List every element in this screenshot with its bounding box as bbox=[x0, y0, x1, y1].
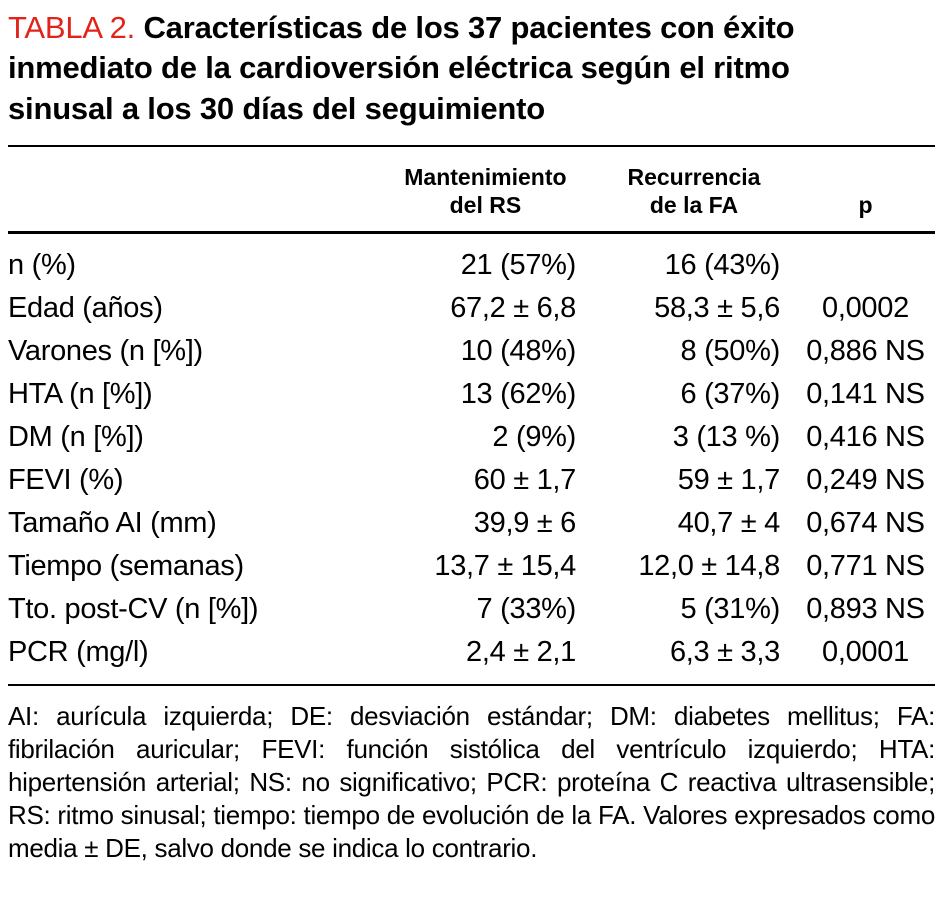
row-label: Tamaño AI (mm) bbox=[8, 506, 217, 539]
title-divider bbox=[8, 144, 935, 147]
cell-p: 0,771 NS bbox=[806, 549, 925, 582]
cell-p: 0,0001 bbox=[795, 630, 935, 686]
cell-p: 0,141 NS bbox=[806, 377, 925, 410]
cell-maintenance: 60 ± 1,7 bbox=[473, 463, 577, 496]
patients-table: Mantenimiento del RS Recurrencia de la F… bbox=[8, 146, 935, 686]
row-label: HTA (n [%]) bbox=[8, 377, 153, 410]
table-row: FEVI (%) 60 ± 1,7 59 ± 1,7 0,249 NS bbox=[8, 459, 935, 502]
table-header-row: Mantenimiento del RS Recurrencia de la F… bbox=[8, 146, 935, 234]
cell-recurrence: 58,3 ± 5,6 bbox=[654, 291, 780, 324]
cell-p bbox=[796, 232, 935, 287]
table-number-label: TABLA 2. bbox=[8, 10, 136, 45]
cell-p: 0,893 NS bbox=[806, 592, 925, 625]
cell-maintenance: 7 (33%) bbox=[476, 592, 577, 625]
table-row: Edad (años) 67,2 ± 6,8 58,3 ± 5,6 0,0002 bbox=[8, 287, 935, 330]
cell-maintenance: 2 (9%) bbox=[492, 420, 576, 453]
table-row: Tiempo (semanas) 13,7 ± 15,4 12,0 ± 14,8… bbox=[8, 545, 935, 588]
cell-maintenance: 13,7 ± 15,4 bbox=[434, 549, 576, 582]
row-label: FEVI (%) bbox=[8, 463, 124, 496]
footnote: AI: aurícula izquierda; DE: desviación e… bbox=[8, 700, 935, 863]
cell-p: 0,416 NS bbox=[806, 420, 925, 453]
row-label: Tto. post-CV (n [%]) bbox=[8, 592, 259, 625]
table-row: Tto. post-CV (n [%]) 7 (33%) 5 (31%) 0,8… bbox=[8, 588, 935, 631]
cell-recurrence: 5 (31%) bbox=[680, 592, 780, 625]
cell-maintenance: 13 (62%) bbox=[460, 377, 577, 410]
table-title-text: Características de los 37 pacientes con … bbox=[8, 10, 795, 126]
table-row: Tamaño AI (mm) 39,9 ± 6 40,7 ± 4 0,674 N… bbox=[8, 502, 935, 545]
paper-table-page: TABLA 2. Características de los 37 pacie… bbox=[8, 8, 935, 863]
cell-maintenance: 39,9 ± 6 bbox=[473, 506, 577, 539]
cell-maintenance: 67,2 ± 6,8 bbox=[450, 291, 576, 324]
cell-maintenance: 21 (57%) bbox=[460, 248, 577, 281]
cell-recurrence: 8 (50%) bbox=[680, 334, 780, 367]
cell-recurrence: 59 ± 1,7 bbox=[677, 463, 781, 496]
cell-recurrence: 3 (13 %) bbox=[672, 420, 781, 453]
table-row: Varones (n [%]) 10 (48%) 8 (50%) 0,886 N… bbox=[8, 330, 935, 373]
table-row: PCR (mg/l) 2,4 ± 2,1 6,3 ± 3,3 0,0001 bbox=[8, 630, 935, 686]
cell-recurrence: 6,3 ± 3,3 bbox=[592, 630, 796, 686]
cell-p: 0,249 NS bbox=[806, 463, 925, 496]
row-label: PCR (mg/l) bbox=[8, 630, 379, 686]
row-label: DM (n [%]) bbox=[8, 420, 144, 453]
table-row: HTA (n [%]) 13 (62%) 6 (37%) 0,141 NS bbox=[8, 373, 935, 416]
page-title: TABLA 2. Características de los 37 pacie… bbox=[8, 8, 860, 129]
table-row: DM (n [%]) 2 (9%) 3 (13 %) 0,416 NS bbox=[8, 416, 935, 459]
column-header-p: p bbox=[795, 146, 935, 234]
column-header-recurrence: Recurrencia de la FA bbox=[592, 146, 796, 234]
cell-recurrence: 12,0 ± 14,8 bbox=[638, 549, 780, 582]
cell-maintenance: 2,4 ± 2,1 bbox=[378, 630, 592, 686]
cell-p: 0,674 NS bbox=[806, 506, 925, 539]
table-row: n (%) 21 (57%) 16 (43%) bbox=[8, 232, 935, 287]
cell-recurrence: 16 (43%) bbox=[664, 248, 781, 281]
column-header-maintenance: Mantenimiento del RS bbox=[378, 146, 592, 234]
row-label: Varones (n [%]) bbox=[8, 334, 203, 367]
cell-p: 0,0002 bbox=[822, 291, 909, 324]
row-label: Tiempo (semanas) bbox=[8, 549, 244, 582]
cell-maintenance: 10 (48%) bbox=[460, 334, 577, 367]
cell-p: 0,886 NS bbox=[806, 334, 925, 367]
column-header-empty bbox=[8, 146, 379, 234]
row-label: n (%) bbox=[8, 248, 76, 281]
cell-recurrence: 40,7 ± 4 bbox=[677, 506, 781, 539]
cell-recurrence: 6 (37%) bbox=[680, 377, 780, 410]
row-label: Edad (años) bbox=[8, 291, 163, 324]
